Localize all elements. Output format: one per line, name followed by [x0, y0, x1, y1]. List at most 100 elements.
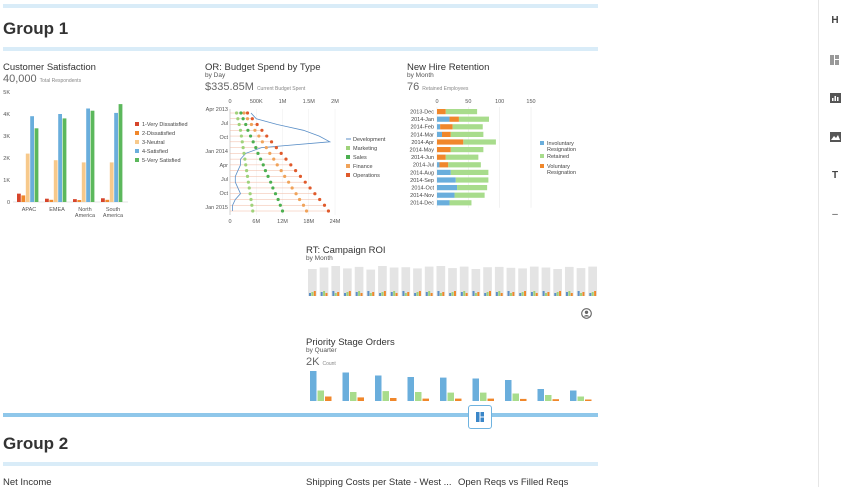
group-resize-splitter[interactable] [3, 413, 598, 417]
dot [245, 174, 250, 179]
retention-title[interactable]: New Hire Retention [407, 62, 490, 73]
dot [261, 163, 265, 167]
open-reqs-title[interactable]: Open Reqs vs Filled Reqs [458, 477, 569, 487]
chart-tool-button[interactable] [819, 93, 850, 106]
dot [283, 174, 287, 179]
background-bar [413, 268, 422, 296]
dot [298, 174, 303, 179]
layout-tool-button[interactable] [819, 55, 850, 68]
cust-title[interactable]: Customer Satisfaction [3, 62, 96, 73]
background-bar [308, 269, 317, 296]
series-bar [402, 291, 405, 296]
series-bar [545, 293, 547, 296]
dot [322, 203, 327, 207]
group2-title[interactable]: Group 2 [3, 434, 69, 453]
group1-title[interactable]: Group 1 [3, 19, 69, 38]
layout-handle-button[interactable] [468, 405, 492, 429]
dot [318, 197, 322, 202]
dot [247, 186, 251, 190]
bar [537, 389, 544, 401]
legend-swatch [346, 146, 350, 150]
bar [512, 393, 519, 401]
campaign-subtitle: by Month [306, 255, 333, 262]
dot [264, 145, 268, 150]
dot [242, 111, 246, 115]
background-bar [331, 266, 341, 296]
bottom-tick-label: 6M [252, 219, 260, 225]
bar [415, 392, 422, 401]
legend-swatch [540, 154, 544, 158]
dot [265, 134, 269, 138]
user-icon[interactable] [581, 308, 592, 319]
legend-swatch [135, 149, 139, 153]
dot [244, 163, 248, 167]
series-bar [474, 293, 477, 296]
heading-tool-button[interactable]: H [831, 15, 839, 26]
legend-label: Finance [353, 164, 373, 170]
text-tool-button[interactable]: T [831, 170, 839, 181]
bar [58, 114, 62, 202]
priority-kpi: 2K Count [306, 356, 336, 368]
background-bar [553, 269, 562, 296]
dot [244, 122, 248, 127]
y-tick-label: Jul [221, 177, 228, 183]
legend-swatch [346, 164, 350, 168]
bar [350, 392, 357, 401]
bar [77, 200, 82, 202]
background-bar [389, 267, 399, 296]
bar-segment [454, 192, 485, 198]
budget-spend-chart[interactable]: 0 500K 1M 1.5M 2M 0 6M 12M 18M 24M Apr 2013 Jul Oct J… [200, 95, 400, 225]
series-bar [554, 293, 557, 296]
dot [243, 157, 247, 161]
image-tool-button[interactable] [819, 132, 850, 145]
series-bar [325, 293, 328, 296]
dot [294, 192, 298, 196]
background-bar [378, 266, 387, 296]
divider-tool-button[interactable]: – [832, 209, 838, 220]
background-bar [424, 266, 434, 296]
legend-swatch [540, 141, 544, 145]
campaign-roi-chart[interactable] [306, 264, 598, 298]
series-bar [418, 291, 421, 296]
background-bar [564, 266, 574, 296]
series-bar [416, 292, 419, 296]
series-bar [451, 292, 454, 296]
bar-segment [458, 116, 490, 122]
net-income-title[interactable]: Net Income [3, 477, 52, 487]
legend-label: Resignation [547, 170, 576, 176]
series-bar [383, 291, 386, 296]
new-hire-retention-chart[interactable]: 0 50 100 1502013-Dec2014-Jan2014-Feb2014-Ma… [404, 95, 604, 220]
y-tick-label: 2014-Aug [410, 170, 434, 176]
bottom-tick-label: 0 [228, 219, 231, 225]
series-bar [530, 292, 533, 296]
dot [297, 197, 302, 202]
campaign-title[interactable]: RT: Campaign ROI [306, 245, 386, 256]
budget-kpi: $335.85M Current Budget Spent [205, 81, 306, 93]
bar-segment [449, 116, 459, 122]
top-tick-label: 1.5M [303, 99, 316, 105]
shipping-costs-title[interactable]: Shipping Costs per State - West ... [306, 477, 452, 487]
budget-subtitle: by Day [205, 72, 226, 79]
legend-label: Voluntary [547, 164, 570, 170]
dot [301, 203, 306, 207]
series-bar [589, 293, 592, 296]
dashboard-canvas: Group 1 Customer Satisfaction 40,000 Tota… [0, 4, 604, 487]
y-tick-label: Jan 2015 [205, 205, 228, 211]
dot [251, 209, 255, 213]
series-bar [489, 291, 491, 296]
x-tick-label: North [78, 207, 91, 213]
budget-title[interactable]: OR: Budget Spend by Type [205, 62, 321, 73]
dot [255, 122, 259, 127]
priority-title[interactable]: Priority Stage Orders [306, 337, 395, 348]
priority-stage-chart[interactable] [306, 370, 598, 402]
series-bar [472, 291, 475, 296]
bar-segment [450, 131, 484, 137]
retention-subtitle: by Month [407, 72, 434, 79]
bar [577, 396, 584, 401]
series-bar [390, 292, 393, 296]
x-tick-label: EMEA [49, 207, 65, 213]
bar [545, 395, 552, 401]
bar [342, 372, 349, 401]
background-bar [436, 266, 446, 296]
